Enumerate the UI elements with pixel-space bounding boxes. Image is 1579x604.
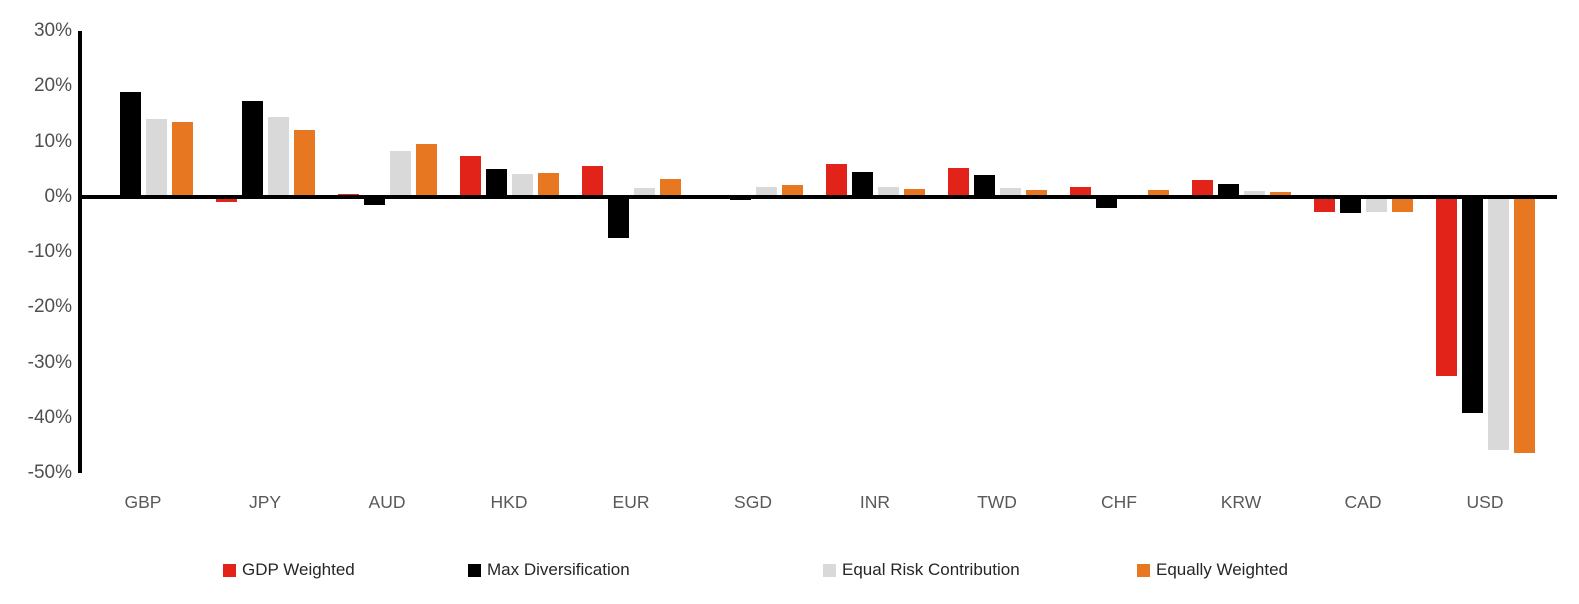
- y-axis-tick-label: 30%: [33, 20, 72, 41]
- bar-equally-weighted-gbp: [171, 122, 193, 197]
- bar-equal-risk-contribution-eur: [633, 188, 655, 197]
- y-axis-tick-label: -50%: [27, 462, 72, 483]
- y-axis-tick-label: -40%: [27, 406, 72, 428]
- bar-equally-weighted-usd: [1513, 196, 1535, 453]
- bar-equal-risk-contribution-usd: [1487, 196, 1509, 451]
- bar-equal-risk-contribution-inr: [877, 187, 899, 197]
- bar-max-diversification-hkd: [485, 168, 507, 197]
- bar-equally-weighted-hkd: [537, 172, 559, 197]
- legend-swatch-equally-weighted: [1137, 563, 1150, 577]
- bar-max-diversification-usd: [1461, 196, 1483, 414]
- legend-label: Equal Risk Contribution: [842, 560, 1020, 579]
- bar-equal-risk-contribution-twd: [999, 188, 1021, 197]
- x-axis-label-chf: CHF: [1101, 492, 1137, 512]
- x-axis-label-eur: EUR: [612, 492, 650, 512]
- legend-swatch-max-diversification: [468, 563, 481, 577]
- x-axis-label-sgd: SGD: [734, 492, 772, 512]
- bar-equally-weighted-eur: [659, 178, 681, 197]
- bar-gdp-weighted-inr: [825, 164, 847, 197]
- bar-max-diversification-chf: [1095, 196, 1117, 209]
- y-axis-tick-label: 10%: [33, 130, 72, 152]
- legend-item-gdp-weighted: GDP Weighted: [223, 560, 355, 580]
- bar-equal-risk-contribution-krw: [1243, 191, 1265, 197]
- x-axis-label-krw: KRW: [1220, 492, 1262, 512]
- bar-equally-weighted-krw: [1269, 192, 1291, 197]
- x-axis-label-hkd: HKD: [490, 492, 528, 512]
- x-axis-label-cad: CAD: [1344, 492, 1382, 512]
- x-axis-zero-line: [78, 195, 1557, 199]
- bar-max-diversification-eur: [607, 196, 629, 239]
- bar-gdp-weighted-hkd: [459, 156, 481, 197]
- x-axis-label-inr: INR: [859, 492, 891, 512]
- bar-gdp-weighted-twd: [947, 168, 969, 197]
- bar-max-diversification-gbp: [119, 91, 141, 197]
- y-axis-tick-label: -20%: [27, 296, 72, 318]
- legend-item-equal-risk-contribution: Equal Risk Contribution: [823, 560, 1020, 580]
- bar-equally-weighted-twd: [1025, 190, 1047, 197]
- bar-equally-weighted-sgd: [781, 185, 803, 197]
- x-axis-label-usd: USD: [1466, 492, 1504, 512]
- y-axis-tick-label: 20%: [33, 75, 72, 97]
- bar-gdp-weighted-usd: [1435, 196, 1457, 376]
- y-axis-tick-label: 0%: [44, 185, 72, 207]
- bar-equal-risk-contribution-aud: [389, 151, 411, 197]
- x-axis-label-jpy: JPY: [248, 492, 282, 512]
- y-axis-line: [78, 31, 82, 473]
- y-axis-tick-label: -10%: [27, 241, 72, 262]
- bar-gdp-weighted-krw: [1191, 180, 1213, 197]
- x-axis-label-twd: TWD: [977, 492, 1017, 512]
- bar-gdp-weighted-jpy: [215, 196, 237, 203]
- bar-equal-risk-contribution-gbp: [145, 119, 167, 197]
- x-axis-label-gbp: GBP: [124, 492, 162, 512]
- bar-equally-weighted-chf: [1147, 190, 1169, 197]
- bar-gdp-weighted-eur: [581, 165, 603, 197]
- y-axis-tick-label: -30%: [27, 351, 72, 373]
- bar-gdp-weighted-chf: [1069, 187, 1091, 197]
- bar-equally-weighted-cad: [1391, 196, 1413, 213]
- bar-equally-weighted-aud: [415, 143, 437, 197]
- x-axis-label-aud: AUD: [368, 492, 406, 512]
- bar-equal-risk-contribution-jpy: [267, 117, 289, 197]
- bar-max-diversification-inr: [851, 171, 873, 197]
- bar-max-diversification-krw: [1217, 184, 1239, 197]
- bar-max-diversification-aud: [363, 196, 385, 206]
- legend-label: Equally Weighted: [1156, 560, 1288, 579]
- bar-equally-weighted-inr: [903, 189, 925, 197]
- bar-max-diversification-twd: [973, 174, 995, 197]
- bar-equal-risk-contribution-sgd: [755, 186, 777, 197]
- legend-label: Max Diversification: [487, 560, 630, 579]
- bar-max-diversification-cad: [1339, 196, 1361, 213]
- bar-equal-risk-contribution-cad: [1365, 196, 1387, 212]
- bar-max-diversification-jpy: [241, 101, 263, 197]
- bar-gdp-weighted-cad: [1313, 196, 1335, 213]
- bar-equally-weighted-jpy: [293, 130, 315, 197]
- legend-swatch-equal-risk-contribution: [823, 563, 836, 577]
- legend-label: GDP Weighted: [242, 560, 355, 579]
- bar-equal-risk-contribution-hkd: [511, 173, 533, 197]
- legend-item-max-diversification: Max Diversification: [468, 560, 630, 580]
- legend-item-equally-weighted: Equally Weighted: [1137, 560, 1288, 580]
- legend-swatch-gdp-weighted: [223, 563, 236, 577]
